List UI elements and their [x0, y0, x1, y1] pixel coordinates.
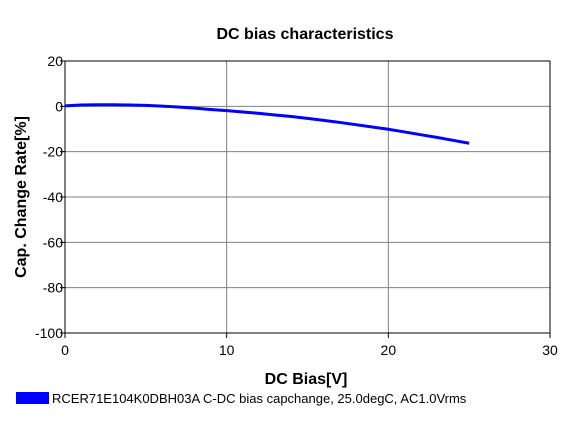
y-tick-label: -20 — [43, 144, 63, 160]
y-tick-label: -40 — [43, 189, 63, 205]
y-tick-label: 0 — [55, 98, 63, 114]
x-tick-label: 10 — [219, 342, 235, 358]
y-tick-label: -80 — [43, 280, 63, 296]
y-axis-label: Cap. Change Rate[%] — [13, 116, 30, 278]
chart-title: DC bias characteristics — [217, 26, 394, 43]
x-tick-label: 30 — [542, 342, 558, 358]
y-tick-label: 20 — [47, 53, 63, 69]
y-axis-ticks: -100 -80 -60 -40 -20 0 20 — [35, 53, 65, 341]
x-axis-label: DC Bias[V] — [265, 371, 348, 388]
series-layer — [64, 103, 470, 145]
x-tick-label: 0 — [61, 342, 69, 358]
grid — [65, 61, 550, 333]
x-axis-ticks: 0 10 20 30 — [61, 333, 558, 358]
legend: RCER71E104K0DBH03A C-DC bias capchange, … — [16, 391, 467, 406]
y-tick-label: -60 — [43, 234, 63, 250]
y-tick-label: -100 — [35, 325, 63, 341]
legend-label: RCER71E104K0DBH03A C-DC bias capchange, … — [52, 391, 467, 406]
series-line — [64, 103, 470, 145]
legend-swatch — [16, 392, 49, 404]
x-tick-label: 20 — [381, 342, 397, 358]
